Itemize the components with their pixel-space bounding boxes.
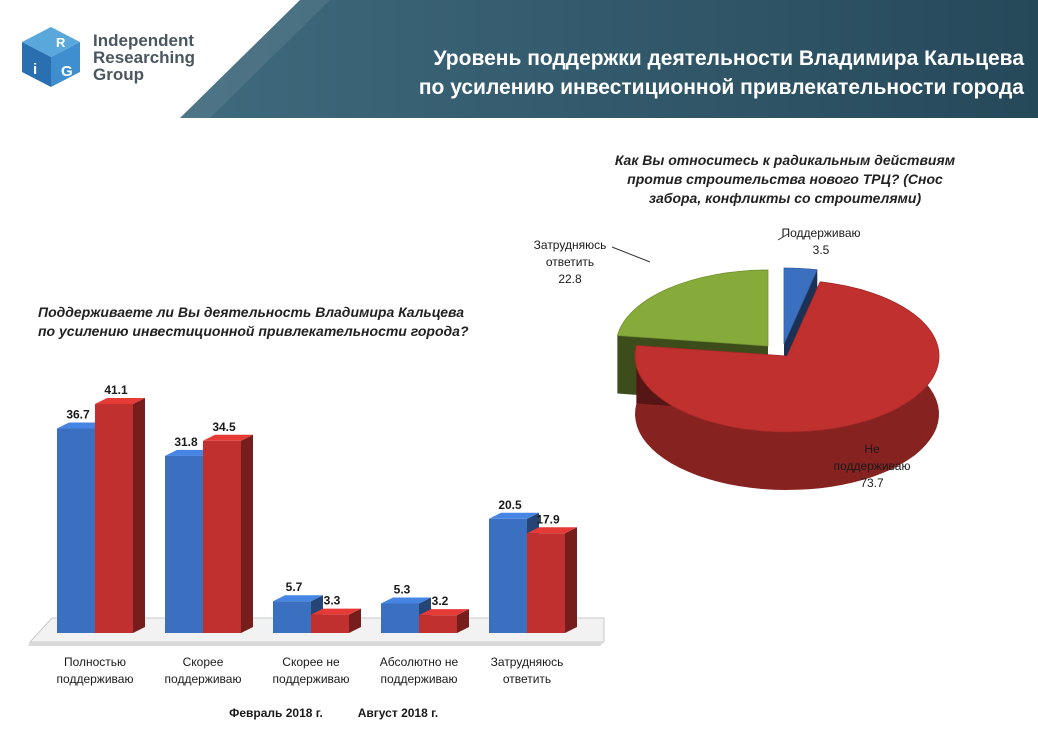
bar-aug-3: [419, 609, 469, 633]
bar-value-label: 41.1: [104, 383, 128, 397]
bar-top: [165, 449, 215, 456]
bar-value-label: 34.5: [212, 420, 236, 434]
bar-top: [311, 608, 361, 615]
bar-title-line-2: по усилению инвестиционной привлекательн…: [38, 323, 469, 339]
pie-value-label: 22.8: [558, 272, 582, 286]
pie-value-label: 3.5: [813, 243, 830, 257]
bar-chart-floor-edge: [28, 642, 604, 646]
bar-front: [273, 601, 311, 633]
pie-chart-title: Как Вы относитесь к радикальным действия…: [560, 151, 1010, 208]
bar-value-label: 5.3: [394, 582, 411, 596]
bar-front: [527, 533, 565, 633]
pie-leader-line: [777, 233, 789, 241]
bar-front: [203, 440, 241, 633]
x-tick-label: поддерживаю: [273, 672, 350, 686]
bar-top: [57, 422, 107, 429]
pie-slice-1: [634, 281, 940, 490]
bar-side: [457, 609, 469, 633]
legend-entry-1: Август 2018 г.: [358, 706, 438, 720]
bar-top: [203, 434, 253, 441]
bar-top: [489, 512, 539, 519]
slide-title-line-2: по усилению инвестиционной привлекательн…: [418, 76, 1024, 99]
bar-value-label: 36.7: [66, 408, 90, 422]
bar-value-label: 3.2: [432, 594, 449, 608]
bar-top: [381, 597, 431, 604]
x-tick-label: ответить: [503, 672, 551, 686]
pie-slice-top: [783, 267, 818, 345]
bar-front: [95, 404, 133, 633]
x-tick-label: Скорее не: [282, 655, 340, 669]
bar-aug-0: [95, 398, 145, 633]
legend-entry-0: Февраль 2018 г.: [229, 706, 323, 720]
bar-feb-2: [273, 595, 323, 633]
pie-slice-label: Поддерживаю: [781, 226, 860, 240]
bar-side: [133, 398, 145, 633]
x-tick-label: Скорее: [183, 655, 224, 669]
pie-slice-top: [616, 269, 769, 347]
x-tick-label: поддерживаю: [381, 672, 458, 686]
bar-value-label: 3.3: [324, 594, 341, 608]
pie-title-line-3: забора, конфликты со строителями): [648, 190, 922, 206]
bar-side: [565, 527, 577, 633]
pie-leader-line: [611, 246, 651, 263]
pie-slice-label: Не: [864, 442, 880, 456]
bar-value-label: 20.5: [498, 498, 522, 512]
logo-letter-r: R: [56, 35, 66, 50]
header-band: [180, 0, 1038, 118]
bar-side: [349, 608, 361, 633]
bar-aug-4: [527, 527, 577, 633]
bar-top: [419, 609, 469, 616]
bar-aug-1: [203, 434, 253, 633]
pie-slice-label: Затрудняюсь: [534, 238, 607, 252]
bar-front: [381, 603, 419, 633]
bar-top: [95, 398, 145, 404]
company-logo: R i G Independent Researching Group: [18, 24, 228, 94]
logo-cube-icon: R i G: [22, 27, 80, 87]
logo-line-2: Researching: [93, 48, 196, 67]
x-tick-label: Затрудняюсь: [491, 655, 564, 669]
bar-top: [273, 595, 323, 602]
bar-side: [241, 434, 253, 633]
pie-value-label: 73.7: [860, 476, 884, 490]
pie-title-line-1: Как Вы относитесь к радикальным действия…: [614, 152, 956, 168]
pie-slice-top: [634, 281, 940, 433]
logo-letter-g: G: [61, 63, 73, 80]
bar-front: [419, 615, 457, 633]
x-tick-label: поддерживаю: [165, 672, 242, 686]
x-tick-label: поддерживаю: [57, 672, 134, 686]
x-tick-label: Полностью: [64, 655, 126, 669]
bar-title-line-1: Поддерживаете ли Вы деятельность Владими…: [38, 304, 465, 320]
slide-title-line-1: Уровень поддержки деятельности Владимира…: [433, 47, 1024, 70]
logo-line-3: Group: [93, 65, 144, 84]
bar-value-label: 31.8: [174, 435, 198, 449]
bar-aug-2: [311, 608, 361, 633]
bar-front: [57, 428, 95, 633]
bar-chart-title: Поддерживаете ли Вы деятельность Владими…: [38, 303, 538, 341]
logo-letter-i: i: [33, 61, 37, 78]
bar-value-label: 17.9: [536, 512, 560, 526]
bar-value-label: 5.7: [286, 580, 303, 594]
logo-line-1: Independent: [93, 31, 195, 50]
bar-front: [165, 455, 203, 633]
slide-title: Уровень поддержки деятельности Владимира…: [324, 44, 1024, 102]
x-tick-label: Абсолютно не: [380, 655, 459, 669]
bar-front: [311, 614, 349, 633]
pie-title-line-2: против строительства нового ТРЦ? (Снос: [627, 171, 943, 187]
pie-slice-label: ответить: [546, 255, 594, 269]
pie-slice-label: поддерживаю: [834, 459, 911, 473]
bar-front: [489, 518, 527, 633]
bar-top: [527, 527, 577, 534]
